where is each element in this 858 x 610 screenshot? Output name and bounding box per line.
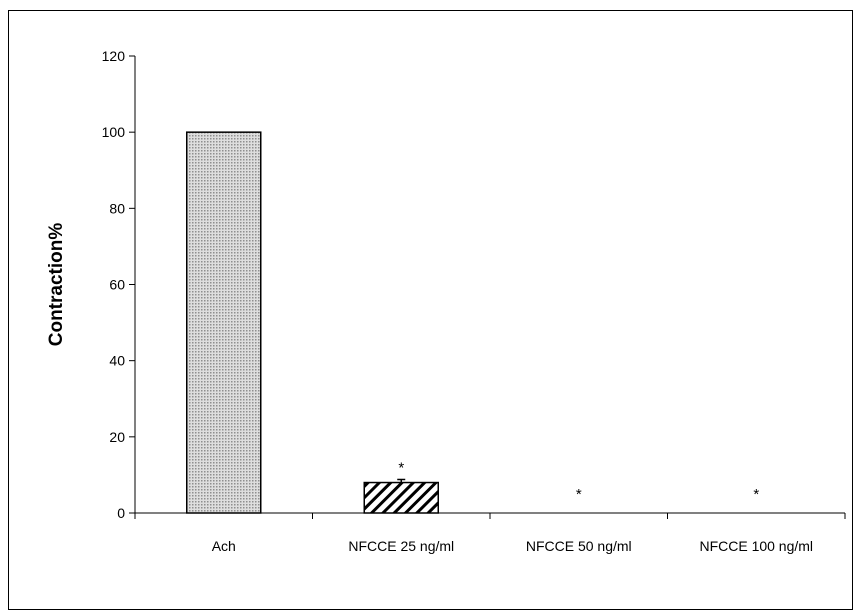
significance-marker: * xyxy=(576,486,582,503)
labels-layer: 0 20 40 60 80 100 120 Ach * NFCCE 25 ng/ml * NFCCE … xyxy=(46,48,813,554)
bars-layer xyxy=(186,131,439,514)
y-tick-label: 0 xyxy=(117,505,125,521)
x-category-label: NFCCE 25 ng/ml xyxy=(348,538,454,554)
y-tick-label: 100 xyxy=(102,124,126,140)
bar-2 xyxy=(363,481,439,514)
y-axis-title: Contraction% xyxy=(46,223,67,347)
x-category-label: NFCCE 100 ng/ml xyxy=(699,538,813,554)
significance-marker: * xyxy=(753,486,759,503)
x-category-label: NFCCE 50 ng/ml xyxy=(526,538,632,554)
significance-marker: * xyxy=(398,459,404,476)
y-tick-label: 120 xyxy=(102,48,126,64)
y-tick-label: 20 xyxy=(109,429,125,445)
x-category-label: Ach xyxy=(212,538,236,554)
y-tick-label: 60 xyxy=(109,277,125,293)
y-tick-label: 40 xyxy=(109,353,125,369)
y-tick-label: 80 xyxy=(109,200,125,216)
bar-1 xyxy=(186,131,262,514)
